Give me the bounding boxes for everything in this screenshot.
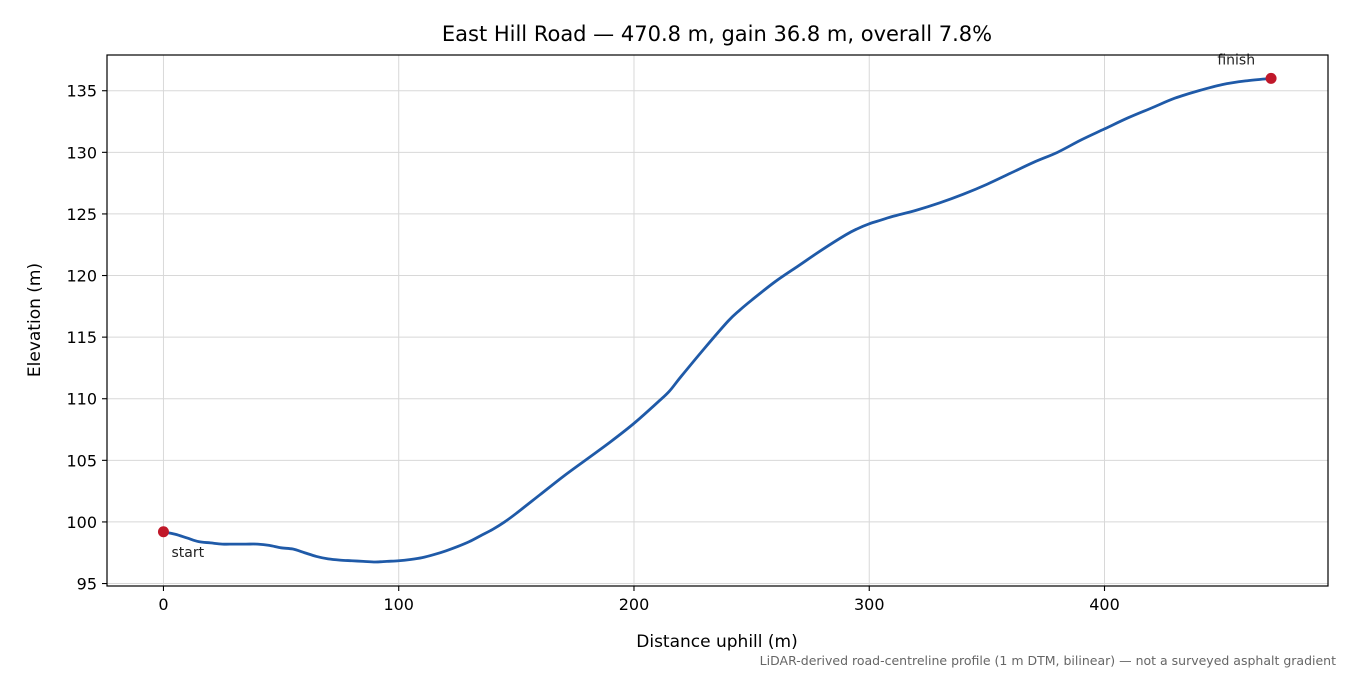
elevation-line [162, 77, 1273, 564]
y-tick-label: 115 [66, 328, 97, 347]
y-tick-label: 95 [77, 575, 97, 594]
chart-title: East Hill Road — 470.8 m, gain 36.8 m, o… [442, 22, 992, 46]
x-tick-label: 400 [1089, 595, 1120, 614]
y-axis-label: Elevation (m) [25, 263, 45, 377]
x-tick-label: 200 [619, 595, 650, 614]
x-tick-label: 0 [158, 595, 168, 614]
y-tick-label: 130 [66, 143, 97, 162]
annotation-finish: finish [1217, 52, 1255, 68]
grid-lines [107, 55, 1328, 586]
axis-ticks: 0 100 200 300 400 95 100 105 110 115 120 125 130 135 [66, 82, 1119, 614]
x-tick-label: 300 [854, 595, 885, 614]
annotation-start: start [171, 545, 204, 561]
y-tick-label: 135 [66, 82, 97, 101]
footnote: LiDAR-derived road-centreline profile (1… [760, 653, 1336, 668]
y-tick-label: 125 [66, 205, 97, 224]
y-tick-label: 105 [66, 451, 97, 470]
y-tick-label: 100 [66, 513, 97, 532]
endpoint-marker-start [157, 526, 169, 538]
y-tick-label: 120 [66, 267, 97, 286]
endpoint-markers: start finish [157, 52, 1277, 561]
y-tick-label: 110 [66, 390, 97, 409]
x-axis-label: Distance uphill (m) [636, 632, 797, 652]
plot-frame [106, 54, 1329, 587]
x-tick-label: 100 [383, 595, 414, 614]
endpoint-marker-finish [1265, 72, 1277, 84]
